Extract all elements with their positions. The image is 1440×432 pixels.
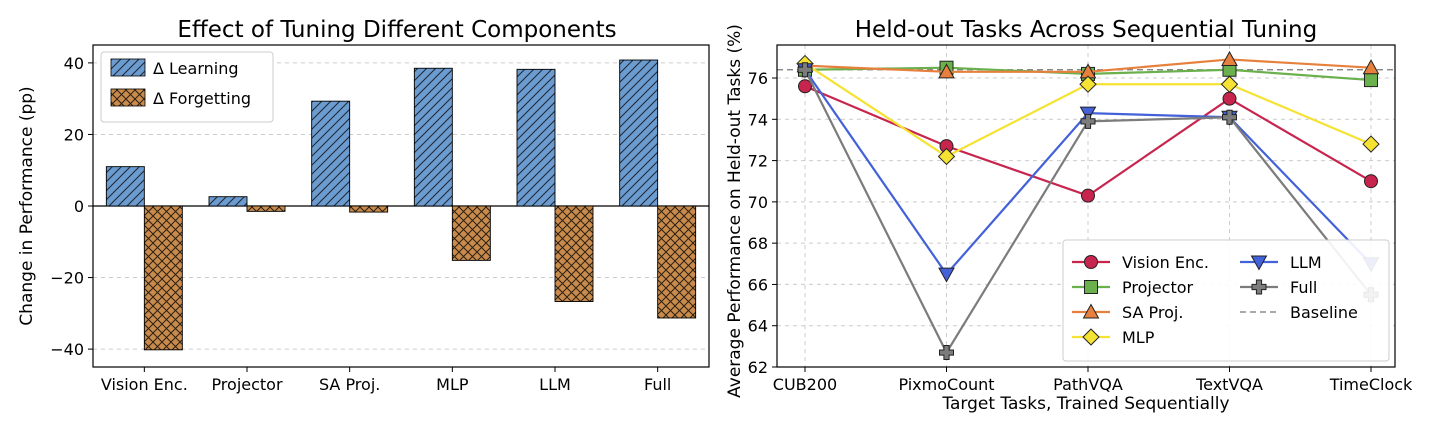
bar-sa-proj-forgetting	[349, 205, 389, 213]
legend: Vision Enc. Projector SA Proj. MLP LLM Full Ba…	[1062, 239, 1390, 362]
legend-label-learning: Δ Learning	[153, 59, 239, 78]
x-tick-label: PixmoCount	[898, 375, 994, 394]
gridlines	[93, 62, 709, 350]
x-tick-label: PathVQA	[1053, 375, 1123, 394]
y-tick-label: 20	[64, 125, 84, 144]
point-projector-timeclock	[1364, 73, 1378, 88]
bar-projector-learning	[208, 196, 248, 207]
legend-label-projector: Projector	[1122, 278, 1194, 297]
plot-frame	[776, 44, 1396, 368]
bar-full-learning	[619, 59, 659, 207]
legend: Δ Learning Δ Forgetting	[100, 51, 274, 123]
x-tick-label: SA Proj.	[319, 375, 380, 394]
bar-llm-learning	[516, 68, 556, 207]
x-tick-label: Projector	[211, 375, 283, 394]
point-vision-enc-pathvqa	[1081, 188, 1095, 203]
legend-label-mlp: MLP	[1122, 328, 1155, 347]
point-mlp-pathvqa	[1079, 75, 1097, 93]
point-mlp-timeclock	[1362, 135, 1380, 153]
legend-swatch-learning	[110, 58, 146, 77]
bar-full-forgetting	[657, 205, 697, 319]
bar-mlp-learning	[413, 67, 453, 207]
plot-frame	[92, 44, 710, 368]
line-chart: Held-out Tasks Across Sequential Tuning …	[725, 17, 1413, 414]
legend-label-forgetting: Δ Forgetting	[153, 89, 251, 108]
point-vision-enc-textvqa	[1222, 91, 1237, 106]
legend-box	[1062, 239, 1390, 362]
legend-marker-mlp	[1082, 328, 1100, 346]
y-axis-label: Average Performance on Held-out Tasks (%…	[725, 24, 745, 398]
bar-sa-proj-learning	[311, 100, 351, 207]
y-tick-label: 40	[64, 54, 84, 73]
chart-title: Held-out Tasks Across Sequential Tuning	[855, 17, 1317, 43]
point-full-pathvqa	[1080, 113, 1096, 129]
bar-projector-forgetting	[246, 205, 286, 212]
legend-label-full: Full	[1290, 278, 1317, 297]
point-mlp-pixmocount	[937, 147, 956, 166]
x-axis-ticks: CUB200 PixmoCount PathVQA TextVQA TimeClock	[773, 367, 1413, 394]
point-mlp-textvqa	[1220, 75, 1239, 93]
x-axis-ticks: Vision Enc. Projector SA Proj. MLP LLM Full	[101, 367, 671, 394]
y-axis-ticks: −40 −20 0 20 40	[50, 54, 93, 359]
x-tick-label: Vision Enc.	[101, 375, 188, 394]
y-tick-label: 68	[748, 234, 768, 253]
x-tick-label: TextVQA	[1195, 375, 1263, 394]
bars	[105, 59, 697, 351]
legend-label-vision-enc: Vision Enc.	[1122, 253, 1209, 272]
y-tick-label: 74	[748, 110, 768, 129]
point-sa-proj-textvqa	[1221, 50, 1238, 66]
x-tick-label: CUB200	[773, 375, 837, 394]
y-tick-label: 72	[748, 152, 768, 171]
y-tick-label: 66	[748, 275, 768, 294]
legend-label-sa-proj: SA Proj.	[1122, 303, 1183, 322]
y-tick-label: −40	[50, 340, 84, 359]
point-llm-pathvqa	[1079, 106, 1097, 122]
legend-swatch-forgetting	[110, 88, 146, 107]
x-tick-label: Full	[644, 375, 671, 394]
x-axis-label: Target Tasks, Trained Sequentially	[941, 394, 1229, 414]
point-full-cub200	[797, 62, 813, 78]
point-full-pixmocount	[939, 345, 954, 361]
legend-marker-vision-enc	[1084, 255, 1098, 269]
legend-label-baseline: Baseline	[1290, 303, 1358, 322]
legend-marker-sa-proj	[1082, 303, 1100, 319]
bar-vision-enc-forgetting	[143, 205, 183, 351]
bar-llm-forgetting	[554, 205, 594, 302]
y-axis-ticks: 62 64 66 68 70 72 74 76	[748, 69, 777, 377]
point-vision-enc-timeclock	[1364, 174, 1378, 189]
legend-marker-llm	[1250, 255, 1268, 271]
point-llm-pixmocount	[938, 267, 955, 283]
bar-chart: Effect of Tuning Different Components −4…	[17, 17, 710, 394]
legend-marker-projector	[1084, 280, 1098, 294]
bar-vision-enc-learning	[105, 166, 145, 207]
y-axis-label: Change in Performance (pp)	[17, 86, 37, 325]
chart-title: Effect of Tuning Different Components	[177, 17, 616, 43]
point-sa-proj-pixmocount	[938, 63, 955, 79]
point-full-textvqa	[1222, 109, 1237, 125]
series-mlp	[796, 54, 1380, 166]
y-tick-label: −20	[50, 269, 84, 288]
y-tick-label: 76	[748, 69, 768, 88]
x-tick-label: LLM	[539, 375, 571, 394]
legend-marker-full	[1251, 279, 1267, 295]
y-tick-label: 62	[748, 358, 768, 377]
legend-label-llm: LLM	[1290, 253, 1322, 272]
y-tick-label: 64	[748, 317, 768, 336]
y-tick-label: 70	[748, 193, 768, 212]
point-vision-enc-cub200	[798, 79, 812, 94]
point-sa-proj-timeclock	[1362, 59, 1380, 75]
y-tick-label: 0	[74, 197, 84, 216]
x-tick-label: MLP	[436, 375, 469, 394]
x-tick-label: TimeClock	[1329, 375, 1413, 394]
bar-mlp-forgetting	[451, 205, 491, 261]
